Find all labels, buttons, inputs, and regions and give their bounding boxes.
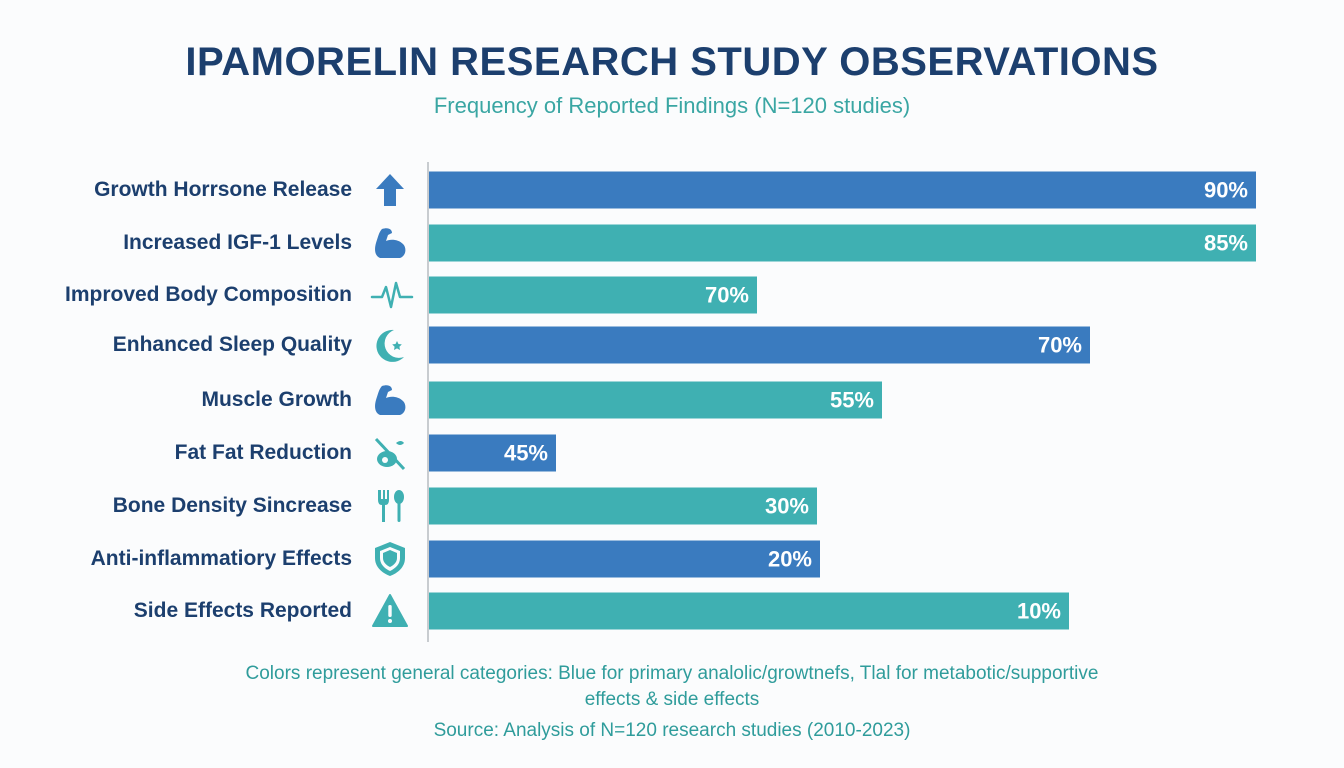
bar-value-label: 10% (1016, 598, 1061, 623)
category-label: Anti-inflammatiory Effects (90, 547, 352, 570)
category-label: Increased IGF-1 Levels (123, 231, 352, 254)
bar-value-label: 90% (1203, 177, 1248, 202)
category-label: Improved Body Composition (64, 283, 352, 306)
bar: 90% (429, 171, 1256, 209)
warning-icon (370, 591, 410, 631)
category-label: Fat Fat Reduction (174, 441, 352, 464)
bar-value-label: 85% (1203, 230, 1248, 255)
flexed-arm-icon (370, 380, 410, 420)
bar: 70% (429, 276, 757, 314)
shield-icon (370, 539, 410, 579)
bar-value-label: 45% (503, 440, 548, 465)
category-label: Bone Density Sincrease (112, 494, 352, 517)
category-label: Growth Horrsone Release (94, 178, 352, 201)
bar-value-label: 20% (767, 546, 812, 571)
y-axis-line (427, 162, 429, 642)
color-note-line1: Colors represent general categories: Blu… (245, 663, 1099, 684)
color-note-line2: effects & side effects (584, 689, 760, 710)
no-fat-icon (370, 433, 410, 473)
bar: 55% (429, 381, 882, 419)
category-label: Side Effects Reported (133, 599, 352, 622)
arrow-up-icon (370, 170, 410, 210)
flexed-arm-icon (370, 223, 410, 263)
bar: 70% (429, 326, 1090, 364)
bar-value-label: 30% (764, 493, 809, 518)
bar-value-label: 70% (1037, 332, 1082, 357)
bar: 20% (429, 540, 820, 578)
fork-spoon-icon (370, 486, 410, 526)
heartbeat-icon (370, 275, 414, 315)
bar: 85% (429, 224, 1256, 262)
bar: 30% (429, 487, 817, 525)
bar-value-label: 70% (704, 282, 749, 307)
chart-title: IPAMORELIN RESEARCH STUDY OBSERVATIONS (185, 40, 1159, 84)
bar-value-label: 55% (829, 387, 874, 412)
category-label: Enhanced Sleep Quality (112, 333, 352, 356)
moon-star-icon (370, 325, 410, 365)
category-label: Muscle Growth (201, 388, 352, 411)
bar: 10% (429, 592, 1069, 630)
bar: 45% (429, 434, 556, 472)
chart-subtitle: Frequency of Reported Findings (N=120 st… (433, 93, 911, 118)
source-note: Source: Analysis of N=120 research studi… (433, 720, 911, 741)
